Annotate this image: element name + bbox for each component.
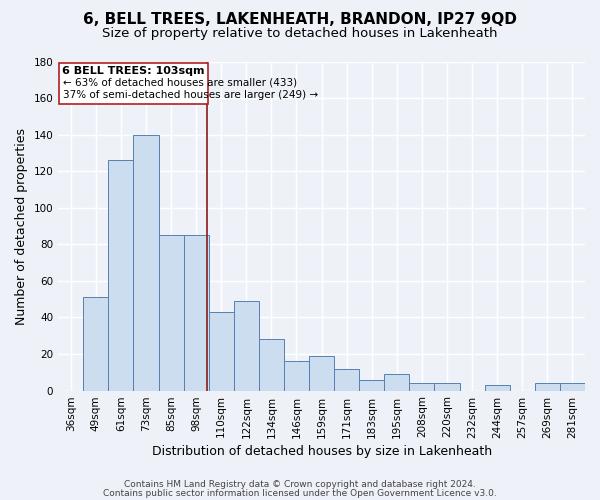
X-axis label: Distribution of detached houses by size in Lakenheath: Distribution of detached houses by size … bbox=[152, 444, 491, 458]
Bar bbox=[109, 160, 133, 390]
Bar bbox=[284, 362, 309, 390]
Bar bbox=[560, 384, 585, 390]
FancyBboxPatch shape bbox=[59, 64, 208, 104]
Bar bbox=[359, 380, 385, 390]
Text: 37% of semi-detached houses are larger (249) →: 37% of semi-detached houses are larger (… bbox=[63, 90, 319, 100]
Bar bbox=[209, 312, 234, 390]
Text: 6 BELL TREES: 103sqm: 6 BELL TREES: 103sqm bbox=[62, 66, 205, 76]
Text: 6, BELL TREES, LAKENHEATH, BRANDON, IP27 9QD: 6, BELL TREES, LAKENHEATH, BRANDON, IP27… bbox=[83, 12, 517, 28]
Text: Contains HM Land Registry data © Crown copyright and database right 2024.: Contains HM Land Registry data © Crown c… bbox=[124, 480, 476, 489]
Bar bbox=[535, 384, 560, 390]
Text: Size of property relative to detached houses in Lakenheath: Size of property relative to detached ho… bbox=[102, 28, 498, 40]
Bar bbox=[234, 301, 259, 390]
Bar bbox=[409, 384, 434, 390]
Bar bbox=[334, 368, 359, 390]
Bar bbox=[434, 384, 460, 390]
Bar bbox=[83, 298, 109, 390]
Bar bbox=[385, 374, 409, 390]
Text: ← 63% of detached houses are smaller (433): ← 63% of detached houses are smaller (43… bbox=[63, 78, 298, 88]
Text: Contains public sector information licensed under the Open Government Licence v3: Contains public sector information licen… bbox=[103, 489, 497, 498]
Bar bbox=[184, 235, 209, 390]
Bar bbox=[259, 340, 284, 390]
Bar bbox=[309, 356, 334, 390]
Bar bbox=[133, 134, 158, 390]
Bar bbox=[485, 385, 510, 390]
Bar bbox=[158, 235, 184, 390]
Y-axis label: Number of detached properties: Number of detached properties bbox=[15, 128, 28, 324]
